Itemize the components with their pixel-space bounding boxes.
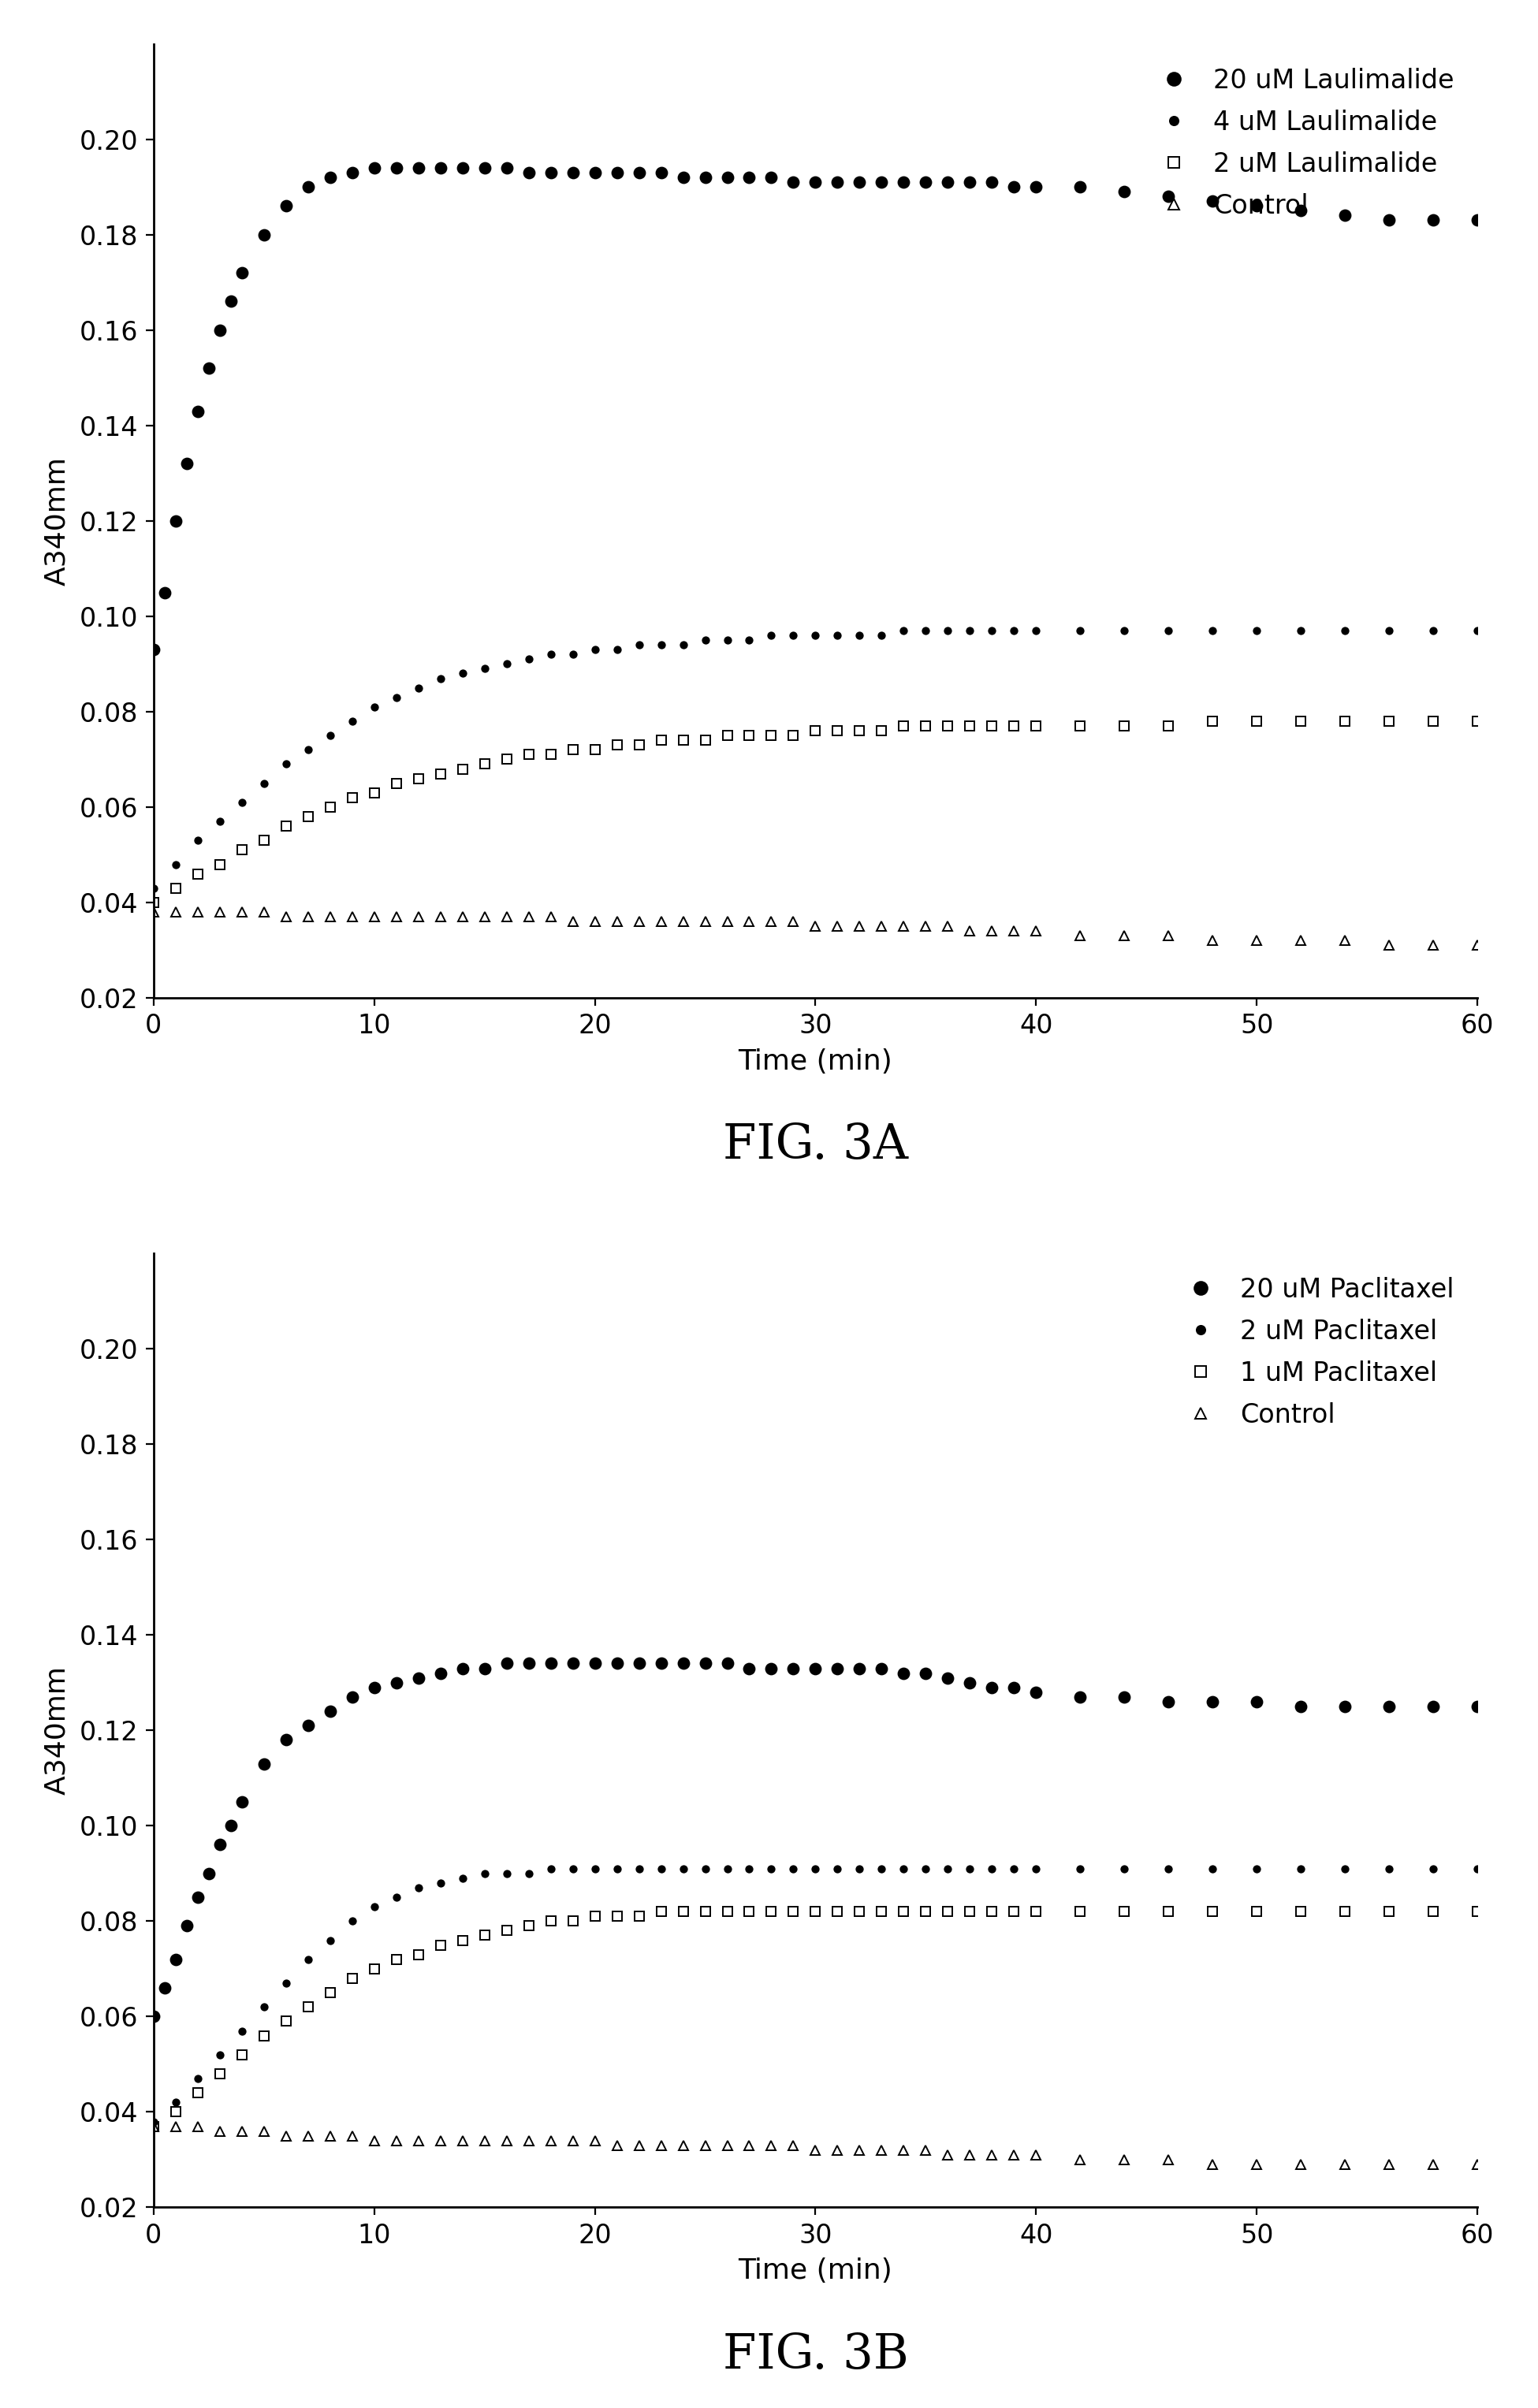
X-axis label: Time (min): Time (min)	[738, 2256, 892, 2285]
Y-axis label: A340mm: A340mm	[43, 455, 71, 585]
Legend: 20 uM Paclitaxel, 2 uM Paclitaxel, 1 uM Paclitaxel, Control: 20 uM Paclitaxel, 2 uM Paclitaxel, 1 uM …	[1164, 1267, 1464, 1438]
Y-axis label: A340mm: A340mm	[43, 1666, 71, 1794]
Legend: 20 uM Laulimalide, 4 uM Laulimalide, 2 uM Laulimalide, Control: 20 uM Laulimalide, 4 uM Laulimalide, 2 u…	[1137, 58, 1464, 229]
Text: FIG. 3A: FIG. 3A	[723, 1122, 907, 1170]
Text: FIG. 3B: FIG. 3B	[723, 2331, 909, 2379]
X-axis label: Time (min): Time (min)	[738, 1047, 892, 1074]
